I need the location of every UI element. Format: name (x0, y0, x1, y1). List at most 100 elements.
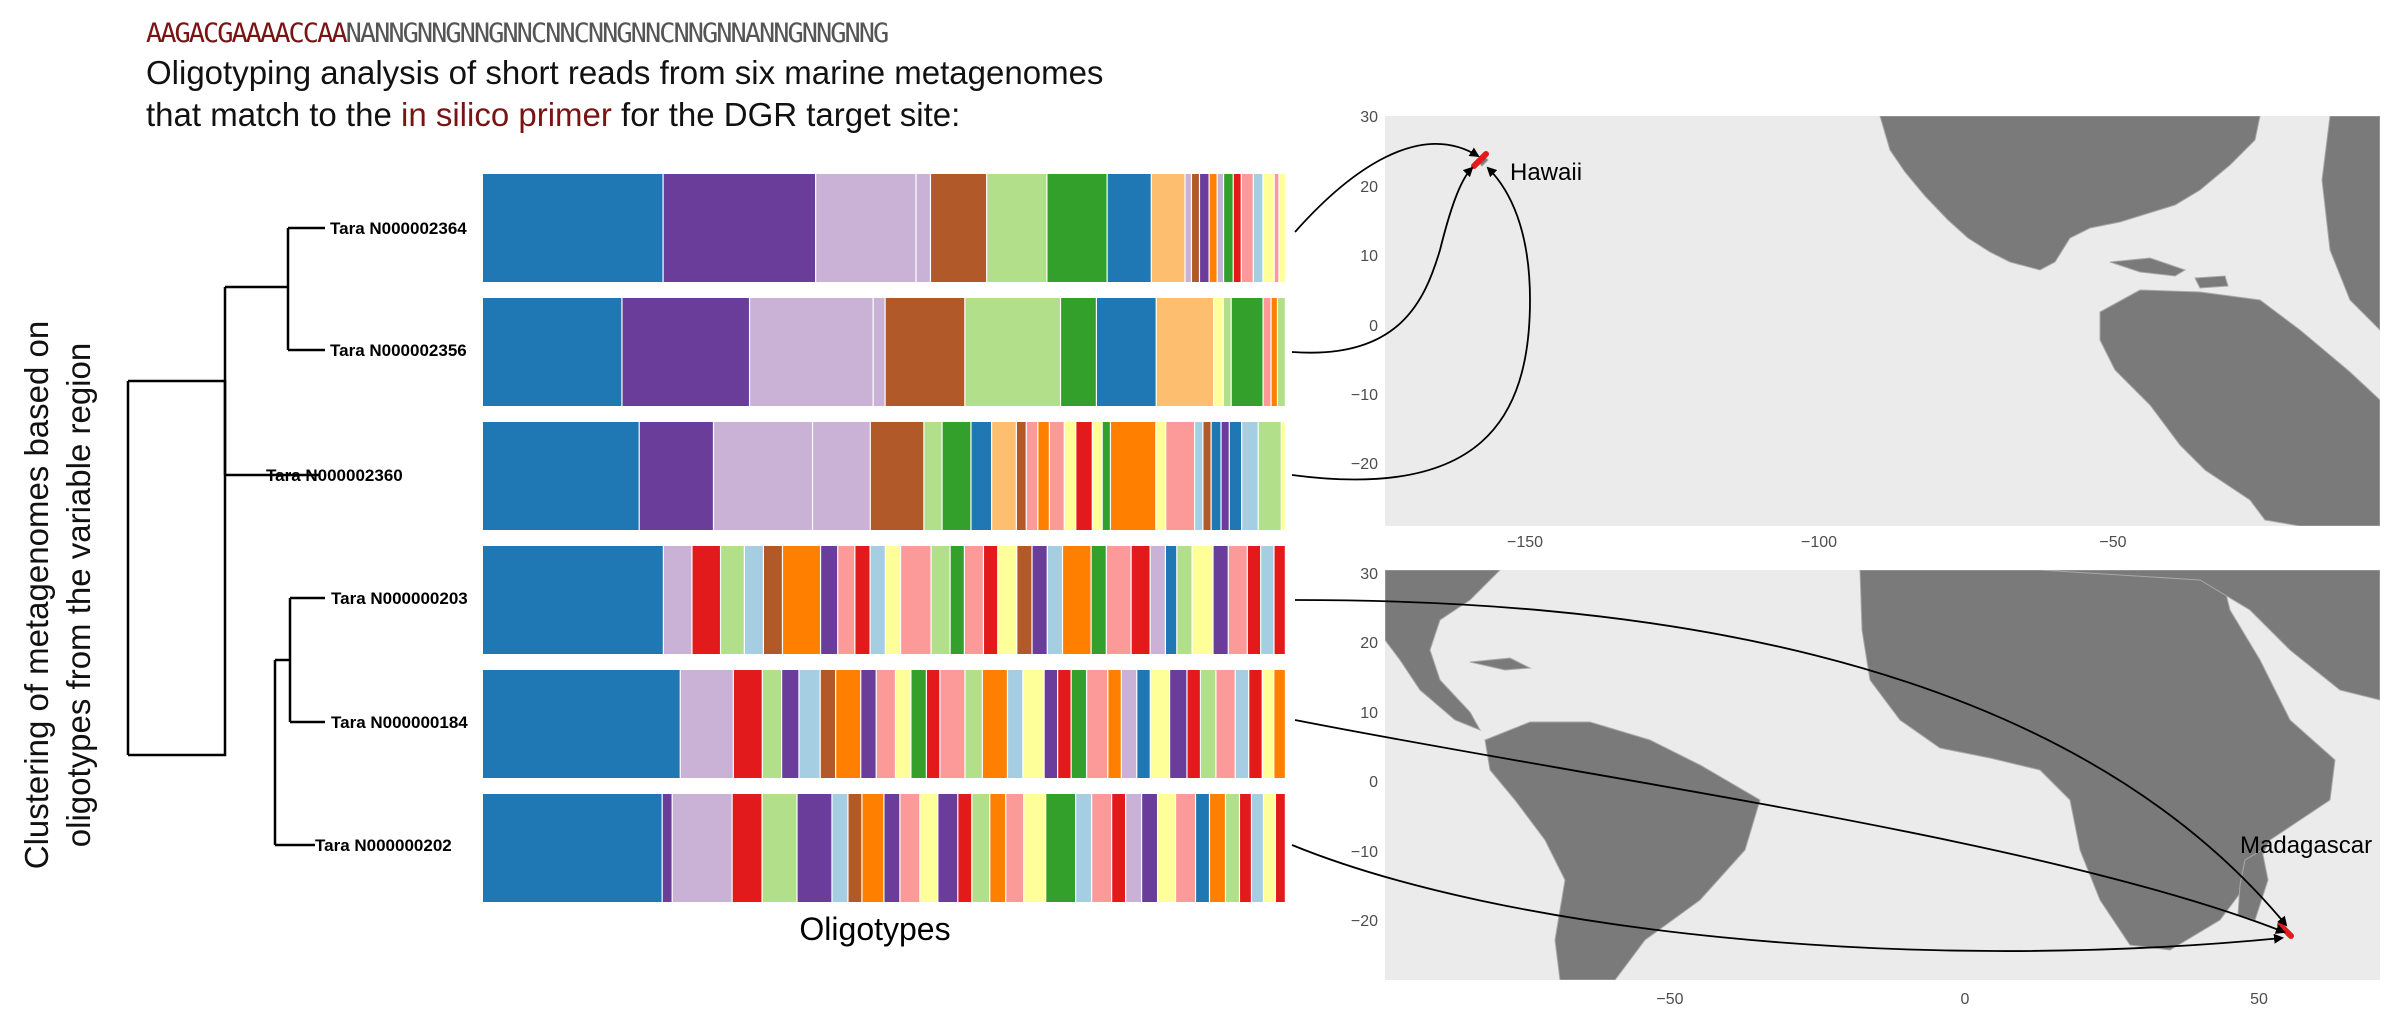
oligotype-segment (1271, 298, 1277, 406)
oligotype-segment (1241, 174, 1253, 282)
x-tick-label: −150 (1507, 534, 1543, 551)
oligotype-segment (1076, 422, 1092, 530)
oligotype-segment (813, 422, 870, 530)
oligotype-segment (816, 174, 916, 282)
oligotype-segment (1210, 794, 1225, 902)
oligotype-segment (1026, 422, 1038, 530)
oligotype-segment (762, 670, 781, 778)
land-north-america (1879, 116, 2261, 271)
x-tick-label: 0 (1961, 991, 1970, 1008)
oligotype-segment (1276, 794, 1285, 902)
oligotype-segment (1264, 794, 1275, 902)
y-tick-label: 10 (1360, 248, 1378, 265)
oligotype-segment (1076, 794, 1092, 902)
oligotype-segment (984, 546, 998, 654)
oligotype-segment (1156, 422, 1166, 530)
oligotype-segment (1097, 298, 1156, 406)
oligotype-segment (1106, 546, 1131, 654)
oligotype-segment (1187, 670, 1200, 778)
map-top-xaxis: −150 −100 −50 (1507, 534, 2127, 551)
oligotype-segment (885, 546, 900, 654)
oligotype-segment (1071, 670, 1086, 778)
oligotype-segment (797, 794, 832, 902)
y-tick-label: −10 (1351, 844, 1378, 861)
primer-highlight: in silico primer (401, 96, 612, 133)
arrow-to-madagascar (1294, 719, 2286, 934)
oligotype-segment (964, 546, 983, 654)
oligotype-segment (732, 794, 762, 902)
ylabel-line-2: oligotypes from the variable region (60, 343, 97, 847)
sample-label: Tara N000000203 (331, 589, 468, 608)
oligotype-segment (1023, 670, 1044, 778)
land-north-america (1385, 570, 1501, 731)
sample-label: Tara N000000184 (331, 713, 468, 732)
oligotype-segment (1107, 174, 1151, 282)
oligotype-segment (1126, 794, 1141, 902)
oligotype-segment (721, 546, 744, 654)
oligotype-segment (1111, 422, 1156, 530)
hawaii-marker (1471, 151, 1489, 169)
oligotype-segment (733, 670, 762, 778)
oligotype-segment (1203, 422, 1211, 530)
oligotype-segment (1240, 794, 1251, 902)
oligotype-segment (931, 174, 987, 282)
sample-label: Tara N000002364 (330, 219, 467, 238)
oligotype-segment (1279, 174, 1285, 282)
oligotype-segment (1214, 298, 1223, 406)
oligotype-segment (1247, 546, 1261, 654)
oligotype-segment (1092, 794, 1112, 902)
oligotype-segment (1281, 422, 1285, 530)
oligotype-segment (1058, 670, 1071, 778)
oligotype-segment (885, 298, 965, 406)
oligotype-segment (1024, 794, 1046, 902)
oligotype-segment (1006, 794, 1024, 902)
oligotype-segment (1016, 422, 1026, 530)
oligotype-segment (1017, 546, 1032, 654)
oligotype-segment (1061, 298, 1096, 406)
oligotype-segment (924, 422, 942, 530)
oligotype-segment (1165, 546, 1177, 654)
oligotype-segment (1091, 546, 1106, 654)
oligotype-segment (1151, 174, 1185, 282)
oligotype-segment (1242, 422, 1258, 530)
oligotype-segment (782, 670, 799, 778)
oligotype-segment (1008, 670, 1023, 778)
oligotype-segment (992, 422, 1016, 530)
oligotype-segment (926, 670, 940, 778)
oligotype-segment (972, 794, 990, 902)
oligotype-segment (870, 422, 924, 530)
oligotype-segment (1142, 794, 1157, 902)
y-tick-label: 20 (1360, 179, 1378, 196)
oligotype-segment (1231, 298, 1263, 406)
arrow-to-hawaii (1291, 166, 1531, 481)
connector-arrows (1291, 143, 2288, 952)
oligotype-segment (896, 670, 911, 778)
title-text-end: for the DGR target site: (612, 96, 960, 133)
oligotype-segment (680, 670, 733, 778)
oligotype-segment (998, 546, 1017, 654)
map-bottom-xaxis: −50 0 50 (1656, 991, 2268, 1008)
oligotype-segment (1176, 794, 1195, 902)
oligotype-segment (663, 546, 692, 654)
oligotype-segment (1087, 670, 1108, 778)
oligotype-segment (1226, 794, 1239, 902)
oligotype-segment (1170, 670, 1187, 778)
arrow-to-hawaii (1294, 143, 1480, 233)
oligotype-segment (862, 794, 884, 902)
map-top: Hawaii 30 20 10 0 −10 −20 −150 −100 −50 (1351, 109, 2380, 551)
oligotype-segment (1047, 546, 1062, 654)
oligotype-bars (483, 174, 1286, 902)
title-line-2: that match to the in silico primer for t… (146, 96, 960, 133)
oligotype-segment (940, 670, 965, 778)
oligotype-segment (483, 174, 663, 282)
oligotype-segment (1274, 546, 1285, 654)
oligotype-segment (1112, 794, 1125, 902)
oligotype-segment (1192, 174, 1199, 282)
oligotype-segment (1209, 174, 1217, 282)
land-hispaniola (2194, 275, 2229, 289)
sample-label: Tara N000002356 (330, 341, 467, 360)
oligotype-segment (916, 174, 930, 282)
oligotype-segment (1235, 670, 1249, 778)
dendrogram-ylabel: Clustering of metagenomes based on oligo… (18, 321, 97, 870)
